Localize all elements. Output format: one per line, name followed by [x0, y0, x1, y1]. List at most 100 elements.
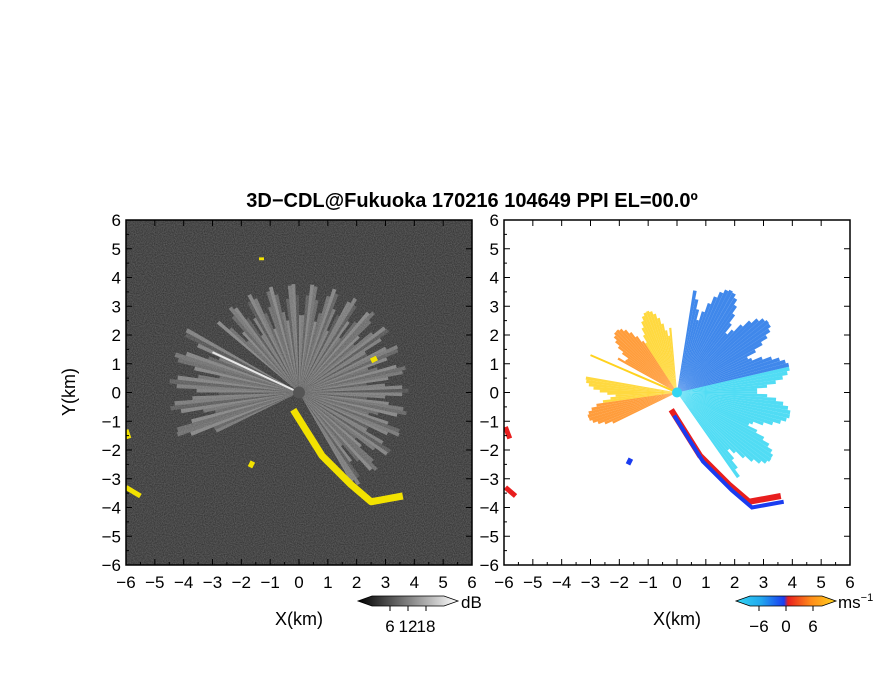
reflectivity-fan-ray: [299, 321, 350, 393]
reflectivity-fan-ray: [229, 327, 299, 393]
velocity-away-ray: [643, 312, 677, 393]
velocity-away-ray: [635, 335, 677, 393]
velocity-toward-ray: [677, 334, 768, 393]
reflectivity-fan-ray: [299, 353, 368, 393]
reflectivity-fan-ray: [299, 370, 403, 393]
reflectivity-fan-ray: [191, 392, 299, 424]
reflectivity-fan-ray: [299, 357, 388, 393]
x-tick-label: 4: [788, 573, 797, 592]
reflectivity-fan-ray: [176, 383, 299, 393]
reflectivity-fan-ray: [299, 314, 305, 393]
y-tick-label: −6: [102, 556, 121, 575]
velocity-colorbar: −6 0 6 ms−1: [734, 592, 873, 636]
velocity-toward-ray: [677, 323, 771, 393]
right-x-axis-label: X(km): [653, 609, 701, 629]
x-tick-label: 3: [759, 573, 768, 592]
radar-center-marker: [672, 387, 682, 398]
velocity-toward-ray: [677, 356, 763, 393]
reflectivity-fan-ray: [299, 392, 367, 400]
velocity-away-ray: [617, 357, 677, 393]
y-tick-label: 5: [490, 240, 499, 259]
reflectivity-fan-ray: [287, 285, 299, 393]
velocity-toward-ray: [677, 392, 768, 464]
x-tick-label: −4: [174, 573, 193, 592]
velocity-toward-ray: [677, 309, 700, 393]
x-tick-label: 1: [701, 573, 710, 592]
x-tick-label: −2: [610, 573, 629, 592]
velocity-away-ray: [664, 330, 677, 393]
velocity-away-ray: [615, 392, 677, 397]
y-tick-label: −3: [102, 470, 121, 489]
reflectivity-fan-ray: [299, 320, 372, 393]
reflectivity-fan-ray: [299, 321, 317, 393]
x-tick-label: −6: [116, 573, 135, 592]
velocity-toward-ray: [677, 392, 782, 424]
reflectivity-fan-ray: [299, 343, 355, 393]
reflectivity-fan-ray: [299, 304, 357, 393]
velocity-toward-ray: [677, 289, 729, 393]
reflectivity-fan-ray: [246, 340, 299, 393]
y-tick-label: 3: [112, 297, 121, 316]
velocity-colorbar-ramp: [734, 595, 838, 607]
x-tick-label: 4: [410, 573, 419, 592]
reflectivity-fan-ray: [299, 392, 400, 437]
reflectivity-fan-ray: [263, 312, 299, 393]
velocity-toward-ray: [677, 328, 771, 393]
reflectivity-fan-ray: [299, 321, 358, 393]
velocity-toward-ray: [677, 320, 752, 393]
velocity-away-ray: [597, 392, 677, 425]
velocity-toward-ray: [677, 392, 735, 461]
velocity-toward-ray: [677, 362, 790, 393]
reflectivity-highlight-band: [290, 407, 404, 506]
reflectivity-fan-ray: [299, 297, 358, 393]
velocity-away-ray: [619, 328, 677, 393]
velocity-away-ray: [669, 327, 677, 393]
velocity-away-ray: [641, 340, 677, 393]
reflectivity-fan-ray: [203, 392, 299, 413]
velocity-toward-ray: [677, 342, 763, 393]
y-tick-label: −3: [480, 470, 499, 489]
velocity-toward-ray: [677, 392, 787, 422]
velocity-away-ray: [596, 392, 677, 407]
x-tick-label: 5: [816, 573, 825, 592]
reflectivity-fan-ray: [299, 392, 384, 445]
y-tick-label: 6: [490, 211, 499, 230]
reflectivity-fan-ray: [214, 392, 299, 414]
velocity-away-ray: [621, 352, 677, 393]
colorbar-tick-label: 6: [808, 617, 817, 636]
velocity-away-ray: [641, 320, 677, 393]
reflectivity-fan-ray: [299, 383, 386, 393]
velocity-away-ray: [646, 310, 677, 393]
reflectivity-fan-ray: [299, 346, 387, 393]
velocity-toward-ray: [677, 392, 765, 440]
velocity-toward-ray: [677, 392, 768, 398]
velocity-away-ray: [610, 392, 677, 400]
reflectivity-fan-ray: [299, 351, 367, 393]
velocity-toward-ray: [677, 359, 786, 393]
velocity-away-ray: [641, 327, 677, 393]
velocity-away-ray: [604, 392, 677, 425]
velocity-toward-ray: [677, 392, 791, 415]
x-tick-label: 0: [672, 573, 681, 592]
reflectivity-highlight-patch: [369, 355, 378, 364]
velocity-toward-ray: [677, 318, 759, 393]
velocity-toward-ray: [677, 392, 750, 426]
y-tick-label: −2: [102, 441, 121, 460]
reflectivity-fan-ray: [299, 376, 389, 393]
reflectivity-fan-ray: [299, 392, 403, 397]
velocity-away-ray: [625, 359, 677, 393]
y-tick-label: −2: [480, 441, 499, 460]
velocity-away-ray: [588, 392, 677, 421]
reflectivity-fan-ray: [299, 392, 374, 463]
reflectivity-fan-ray: [291, 284, 299, 393]
velocity-toward-ray: [677, 392, 773, 454]
velocity-toward-ray: [677, 392, 784, 406]
velocity-toward-ray: [677, 332, 728, 393]
velocity-colorbar-ticks: −6 0 6: [749, 606, 818, 636]
reflectivity-fan-ray: [194, 366, 299, 393]
velocity-toward-ray: [677, 392, 777, 402]
reflectivity-bright-ray: [212, 351, 300, 394]
reflectivity-fan-ray: [295, 295, 299, 393]
reflectivity-fan-ray: [285, 298, 299, 393]
reflectivity-fan-ray: [213, 392, 299, 430]
